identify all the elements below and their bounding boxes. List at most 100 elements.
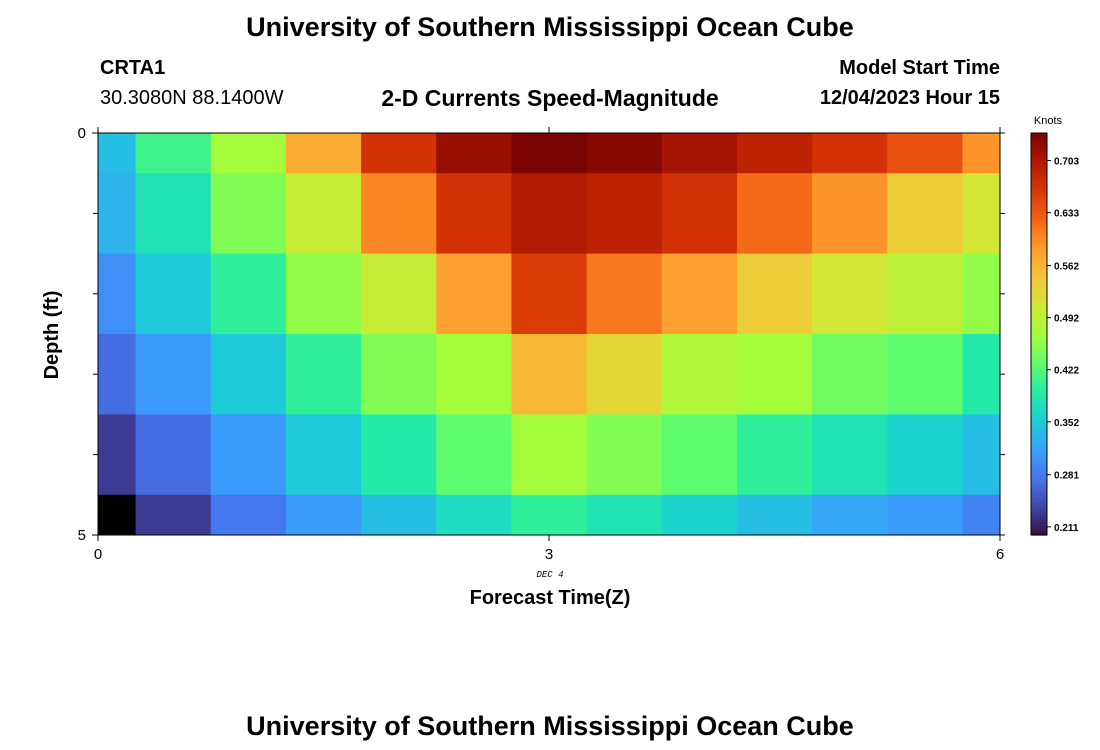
heatmap-cell bbox=[661, 494, 738, 536]
colorbar-swatch bbox=[1031, 350, 1047, 355]
heatmap-cell bbox=[98, 173, 137, 255]
colorbar-swatch bbox=[1031, 220, 1047, 225]
colorbar-swatch bbox=[1031, 193, 1047, 198]
heatmap-cell bbox=[586, 414, 663, 496]
colorbar-swatch bbox=[1031, 421, 1047, 426]
colorbar-swatch bbox=[1031, 189, 1047, 194]
colorbar-swatch bbox=[1031, 307, 1047, 312]
y-tick-label: 5 bbox=[78, 527, 86, 544]
colorbar-tick-label: 0.281 bbox=[1054, 471, 1079, 482]
colorbar-swatch bbox=[1031, 374, 1047, 379]
colorbar-swatch bbox=[1031, 327, 1047, 332]
x-axis-title: Forecast Time(Z) bbox=[470, 587, 631, 609]
colorbar-swatch bbox=[1031, 417, 1047, 422]
colorbar-swatch bbox=[1031, 267, 1047, 271]
colorbar-swatch bbox=[1031, 250, 1047, 255]
heatmap-cell bbox=[586, 334, 663, 415]
heatmap-cell bbox=[887, 414, 963, 496]
heatmap-cell bbox=[586, 133, 663, 174]
heatmap-cell bbox=[285, 133, 362, 174]
heatmap-cell bbox=[812, 173, 888, 255]
colorbar-tick-label: 0.492 bbox=[1054, 314, 1079, 325]
heatmap-cell bbox=[962, 494, 1001, 536]
heatmap-cell bbox=[962, 253, 1001, 335]
colorbar-swatch bbox=[1031, 216, 1047, 221]
heatmap-cell bbox=[361, 173, 437, 255]
colorbar-swatch bbox=[1031, 364, 1047, 369]
colorbar-swatch bbox=[1031, 136, 1047, 141]
colorbar-tick-label: 0.633 bbox=[1054, 209, 1079, 220]
colorbar-swatch bbox=[1031, 163, 1047, 168]
colorbar-swatch bbox=[1031, 404, 1047, 409]
station-id: CRTA1 bbox=[100, 57, 166, 79]
colorbar-swatch bbox=[1031, 478, 1047, 482]
colorbar-swatch bbox=[1031, 206, 1047, 211]
heatmap-cell bbox=[812, 253, 888, 335]
colorbar-swatch bbox=[1031, 230, 1047, 235]
heatmap-cell bbox=[135, 173, 212, 255]
heatmap-cell bbox=[135, 414, 212, 496]
colorbar-swatch bbox=[1031, 441, 1047, 446]
colorbar-swatch bbox=[1031, 236, 1047, 241]
colorbar-swatch bbox=[1031, 508, 1047, 513]
colorbar-swatch bbox=[1031, 481, 1047, 486]
heatmap-cell bbox=[285, 414, 362, 496]
colorbar-swatch bbox=[1031, 297, 1047, 302]
heatmap-cell bbox=[661, 334, 738, 415]
heatmap-cell bbox=[887, 173, 963, 255]
heatmap-cell bbox=[361, 494, 437, 536]
colorbar-swatch bbox=[1031, 233, 1047, 238]
colorbar-swatch bbox=[1031, 330, 1047, 335]
colorbar-swatch bbox=[1031, 263, 1047, 268]
y-tick-label: 0 bbox=[78, 125, 86, 142]
colorbar-swatch bbox=[1031, 246, 1047, 251]
colorbar-swatch bbox=[1031, 273, 1047, 278]
colorbar-swatch bbox=[1031, 159, 1047, 164]
heatmap-cell bbox=[135, 253, 212, 335]
colorbar-swatch bbox=[1031, 223, 1047, 228]
colorbar-swatch bbox=[1031, 173, 1047, 178]
heatmap-cell bbox=[736, 334, 813, 415]
heatmap-cell bbox=[210, 253, 287, 335]
x-tick-label: 0 bbox=[94, 546, 102, 563]
colorbar-swatch bbox=[1031, 521, 1047, 526]
heatmap-cell bbox=[812, 494, 888, 536]
chart-title: 2-D Currents Speed-Magnitude bbox=[381, 85, 719, 111]
colorbar-swatch bbox=[1031, 518, 1047, 523]
heatmap-cell bbox=[361, 414, 437, 496]
colorbar-frame bbox=[1030, 132, 1048, 536]
heatmap-cell bbox=[285, 253, 362, 335]
heatmap-cell bbox=[436, 133, 512, 174]
heatmap-cell bbox=[98, 414, 137, 496]
colorbar-swatch bbox=[1031, 461, 1047, 466]
heatmap-chart: 0 3 605 0.2110.2810.3520.4220.4920.5620.63… bbox=[41, 115, 1079, 609]
colorbar-swatch bbox=[1031, 360, 1047, 365]
colorbar-swatch bbox=[1031, 340, 1047, 345]
colorbar-swatch bbox=[1031, 377, 1047, 382]
heatmap-cell bbox=[361, 253, 437, 335]
colorbar-swatch bbox=[1031, 488, 1047, 493]
colorbar-swatch bbox=[1031, 514, 1047, 519]
heatmap-cell bbox=[586, 494, 663, 536]
heatmap-cell bbox=[210, 494, 287, 536]
colorbar-swatch bbox=[1031, 424, 1047, 429]
colorbar-swatch bbox=[1031, 384, 1047, 389]
heatmap-cell bbox=[511, 173, 588, 255]
heatmap-cell bbox=[887, 253, 963, 335]
colorbar-swatch bbox=[1031, 300, 1047, 305]
heatmap-cell bbox=[436, 334, 512, 415]
heatmap-cell bbox=[812, 334, 888, 415]
page-title-bottom: University of Southern Mississippi Ocean… bbox=[246, 711, 854, 741]
colorbar-swatch bbox=[1031, 528, 1047, 533]
colorbar-swatch bbox=[1031, 344, 1047, 348]
colorbar-swatch bbox=[1031, 451, 1047, 456]
colorbar-swatch bbox=[1031, 169, 1047, 174]
colorbar-tick-label: 0.211 bbox=[1054, 523, 1079, 534]
colorbar: 0.211 0.281 0.352 0.422 0.492 0.562 0.633 0.703 bbox=[1030, 132, 1079, 536]
heatmap-cell bbox=[887, 133, 963, 174]
heatmap-cell bbox=[661, 173, 738, 255]
heatmap-cell bbox=[661, 133, 738, 174]
colorbar-swatch bbox=[1031, 347, 1047, 352]
heatmap-cell bbox=[285, 173, 362, 255]
colorbar-swatch bbox=[1031, 504, 1047, 509]
